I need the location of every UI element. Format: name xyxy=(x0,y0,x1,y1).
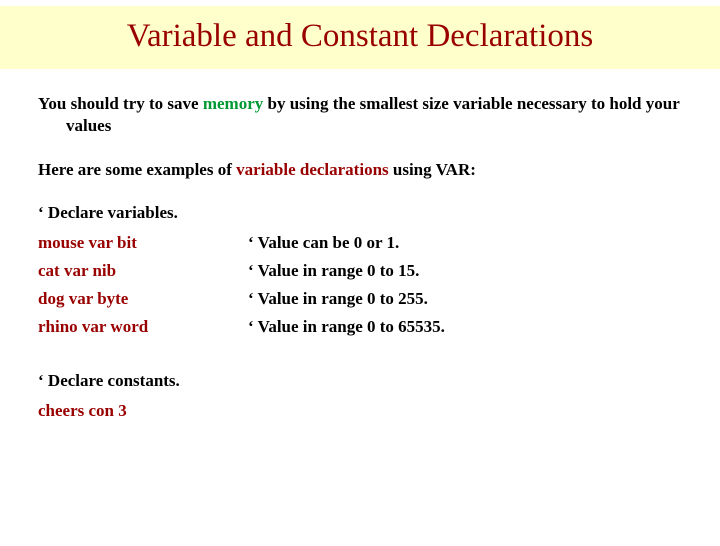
intro-paragraph: You should try to save memory by using t… xyxy=(38,93,682,137)
intro-part1: You should try to save xyxy=(38,94,203,113)
title-band: Variable and Constant Declarations xyxy=(0,6,720,69)
examples-intro-highlight: variable declarations xyxy=(236,160,389,179)
intro-memory-word: memory xyxy=(203,94,263,113)
var-comment: ‘ Value in range 0 to 15. xyxy=(248,261,419,281)
var-decl: dog var byte xyxy=(38,289,248,309)
examples-intro: Here are some examples of variable decla… xyxy=(38,159,682,181)
declare-constants-heading: ‘ Declare constants. xyxy=(38,371,682,391)
var-comment: ‘ Value can be 0 or 1. xyxy=(248,233,399,253)
var-decl: cat var nib xyxy=(38,261,248,281)
var-comment: ‘ Value in range 0 to 65535. xyxy=(248,317,445,337)
const-decl: cheers con 3 xyxy=(38,401,682,421)
examples-intro-part1: Here are some examples of xyxy=(38,160,236,179)
var-row: cat var nib ‘ Value in range 0 to 15. xyxy=(38,261,682,281)
var-row: rhino var word ‘ Value in range 0 to 655… xyxy=(38,317,682,337)
declare-variables-heading: ‘ Declare variables. xyxy=(38,203,682,223)
constants-section: ‘ Declare constants. cheers con 3 xyxy=(38,371,682,421)
var-decl: rhino var word xyxy=(38,317,248,337)
var-row: dog var byte ‘ Value in range 0 to 255. xyxy=(38,289,682,309)
var-row: mouse var bit ‘ Value can be 0 or 1. xyxy=(38,233,682,253)
page-title: Variable and Constant Declarations xyxy=(0,18,720,55)
var-comment: ‘ Value in range 0 to 255. xyxy=(248,289,428,309)
examples-intro-part2: using VAR: xyxy=(389,160,476,179)
var-decl: mouse var bit xyxy=(38,233,248,253)
content-area: You should try to save memory by using t… xyxy=(0,69,720,421)
